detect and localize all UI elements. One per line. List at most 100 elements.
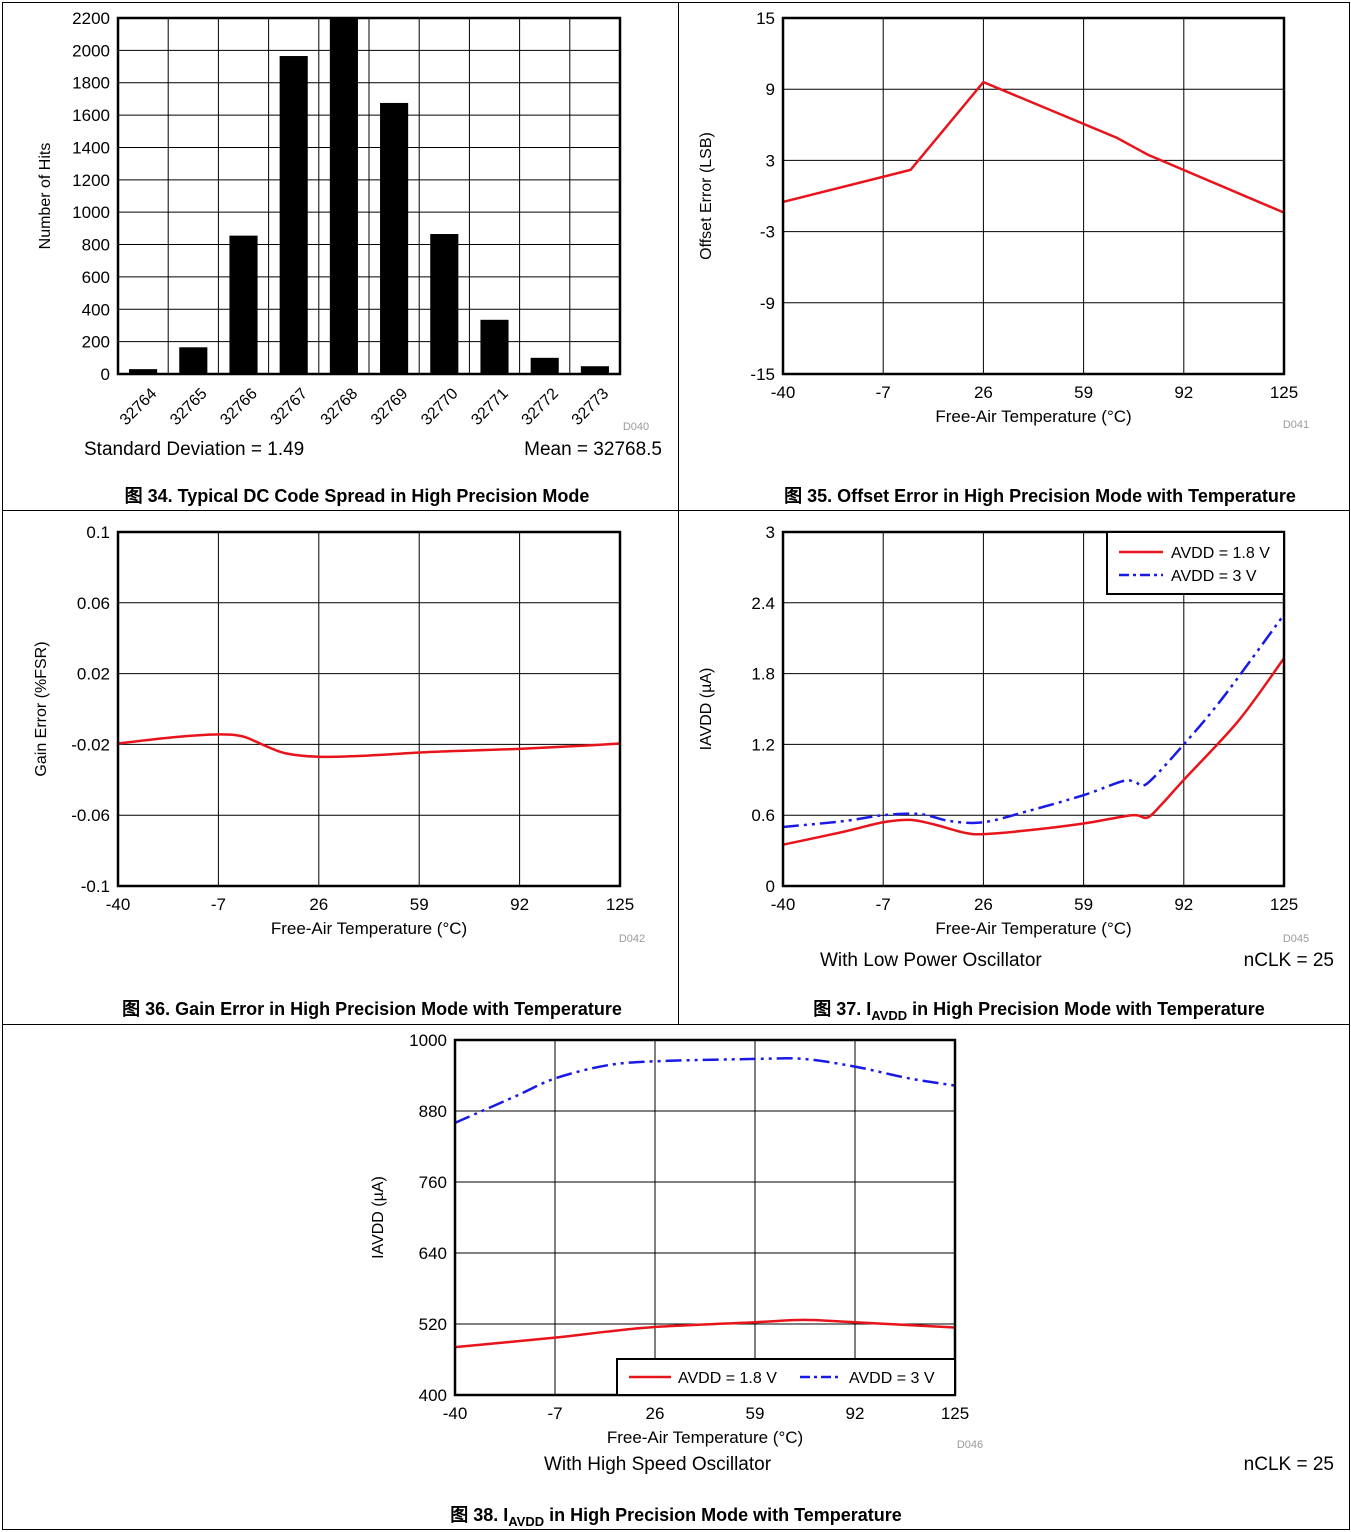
fig34-ytick-label: 0 bbox=[101, 365, 110, 384]
fig34-ytick-label: 1400 bbox=[72, 138, 110, 157]
fig35-ylabel: Offset Error (LSB) bbox=[698, 132, 715, 260]
fig34-bar bbox=[480, 319, 509, 374]
fig38-series-line bbox=[454, 1057, 956, 1124]
fig34-caption: 图 34. Typical DC Code Spread in High Pre… bbox=[125, 486, 590, 506]
fig34-xtick-label: 32765 bbox=[167, 385, 211, 429]
fig35-ytick-label: -9 bbox=[760, 294, 775, 313]
fig34-xtick-label: 32771 bbox=[468, 385, 512, 429]
fig34-bar bbox=[329, 18, 358, 374]
fig37-xtick-label: 125 bbox=[1270, 895, 1298, 914]
fig36-ytick-label: 0.02 bbox=[77, 665, 110, 684]
fig38-xlabel: Free-Air Temperature (°C) bbox=[607, 1428, 803, 1447]
fig38-xtick-label: -40 bbox=[443, 1404, 468, 1423]
fig34-bar bbox=[580, 366, 609, 374]
fig34-xtick-label: 32770 bbox=[418, 385, 462, 429]
fig34-xtick-label: 32768 bbox=[318, 385, 362, 429]
fig37-series-line bbox=[782, 613, 1286, 829]
fig37-xtick-label: 92 bbox=[1174, 895, 1193, 914]
fig35-ytick-label: -3 bbox=[760, 223, 775, 242]
fig37-legend-label: AVDD = 1.8 V bbox=[1171, 545, 1270, 562]
fig37-plot-border bbox=[781, 530, 1286, 888]
fig38-caption: 图 38. IAVDD in High Precision Mode with … bbox=[450, 1505, 902, 1529]
fig37-ytick-label: 2.4 bbox=[751, 594, 775, 613]
fig38-ytick-label: 760 bbox=[419, 1173, 447, 1192]
fig36-series-line bbox=[117, 733, 621, 759]
fig35-plot-border bbox=[781, 16, 1286, 376]
fig34-ytick-label: 2200 bbox=[72, 9, 110, 28]
fig36-xtick-label: 26 bbox=[309, 895, 328, 914]
fig35-ytick-label: 9 bbox=[766, 80, 775, 99]
fig38-legend-label: AVDD = 1.8 V bbox=[678, 1370, 777, 1387]
fig35-xtick-label: 26 bbox=[974, 383, 993, 402]
fig36-code: D042 bbox=[619, 933, 645, 945]
fig34-bar bbox=[179, 347, 208, 374]
fig37-caption: 图 37. IAVDD in High Precision Mode with … bbox=[813, 999, 1265, 1023]
fig37-xtick-label: 26 bbox=[974, 895, 993, 914]
fig34-note-right: Mean = 32768.5 bbox=[524, 439, 662, 460]
fig37-ytick-label: 3 bbox=[766, 523, 775, 542]
fig36-xlabel: Free-Air Temperature (°C) bbox=[271, 919, 467, 938]
fig34-xtick-label: 32769 bbox=[368, 385, 412, 429]
fig34-bar bbox=[229, 235, 258, 374]
fig36-ytick-label: 0.06 bbox=[77, 594, 110, 613]
fig36-xtick-label: 125 bbox=[606, 895, 634, 914]
fig38-legend-box bbox=[616, 1358, 956, 1396]
fig34-ytick-label: 600 bbox=[82, 268, 110, 287]
fig37-note-right: nCLK = 25 bbox=[1244, 950, 1334, 971]
fig38-code: D046 bbox=[957, 1439, 983, 1451]
fig34-bar bbox=[279, 56, 308, 374]
fig38-xtick-label: 92 bbox=[846, 1404, 865, 1423]
fig36-ytick-label: 0.1 bbox=[86, 523, 110, 542]
fig34-plot-border bbox=[116, 16, 622, 376]
fig36-ylabel: Gain Error (%FSR) bbox=[33, 641, 50, 776]
fig37-ytick-label: 1.8 bbox=[751, 665, 775, 684]
fig37-ytick-label: 0.6 bbox=[751, 806, 775, 825]
fig34-xtick-label: 32772 bbox=[519, 385, 563, 429]
fig35-xtick-label: 59 bbox=[1074, 383, 1093, 402]
fig34-ytick-label: 1800 bbox=[72, 74, 110, 93]
fig35-caption: 图 35. Offset Error in High Precision Mod… bbox=[784, 486, 1296, 506]
fig34-xtick-label: 32767 bbox=[268, 385, 312, 429]
fig34-ytick-label: 2000 bbox=[72, 41, 110, 60]
fig37-ylabel: IAVDD (µA) bbox=[698, 668, 715, 751]
fig36-caption: 图 36. Gain Error in High Precision Mode … bbox=[122, 999, 622, 1019]
fig35-ytick-label: 15 bbox=[756, 9, 775, 28]
fig38-xtick-label: 59 bbox=[746, 1404, 765, 1423]
fig38-note-left: With High Speed Oscillator bbox=[544, 1454, 772, 1475]
fig35-code: D041 bbox=[1283, 419, 1309, 431]
fig34-bar bbox=[530, 357, 559, 374]
fig38-plot-border bbox=[453, 1038, 957, 1397]
fig38-ytick-label: 520 bbox=[419, 1315, 447, 1334]
fig38-series-line bbox=[454, 1318, 956, 1349]
fig34-note-left: Standard Deviation = 1.49 bbox=[84, 439, 304, 460]
fig38-xtick-label: 26 bbox=[646, 1404, 665, 1423]
fig38-ylabel: IAVDD (µA) bbox=[370, 1176, 387, 1259]
fig35-ytick-label: -15 bbox=[750, 365, 775, 384]
fig38-xtick-label: -7 bbox=[547, 1404, 562, 1423]
panel-fig38 bbox=[2, 1024, 1350, 1530]
fig36-xtick-label: 92 bbox=[510, 895, 529, 914]
fig36-plot-border bbox=[116, 530, 622, 888]
fig36-ytick-label: -0.1 bbox=[81, 877, 110, 896]
fig38-ytick-label: 640 bbox=[419, 1244, 447, 1263]
fig34-ytick-label: 200 bbox=[82, 333, 110, 352]
fig34-ytick-label: 1000 bbox=[72, 203, 110, 222]
fig35-series-line bbox=[782, 80, 1285, 214]
fig37-code: D045 bbox=[1283, 933, 1309, 945]
fig36-xtick-label: -7 bbox=[211, 895, 226, 914]
fig38-ytick-label: 1000 bbox=[409, 1031, 447, 1050]
fig34-bar bbox=[430, 234, 459, 374]
fig37-xlabel: Free-Air Temperature (°C) bbox=[935, 919, 1131, 938]
fig37-legend-label: AVDD = 3 V bbox=[1171, 568, 1257, 585]
fig35-ytick-label: 3 bbox=[766, 151, 775, 170]
fig37-xtick-label: 59 bbox=[1074, 895, 1093, 914]
fig38-note-right: nCLK = 25 bbox=[1244, 1454, 1334, 1475]
fig38-ytick-label: 400 bbox=[419, 1386, 447, 1405]
fig37-ytick-label: 0 bbox=[766, 877, 775, 896]
fig34-bar bbox=[129, 369, 158, 374]
fig34-ytick-label: 400 bbox=[82, 300, 110, 319]
fig35-xtick-label: -7 bbox=[876, 383, 891, 402]
fig34-xtick-label: 32766 bbox=[217, 385, 261, 429]
